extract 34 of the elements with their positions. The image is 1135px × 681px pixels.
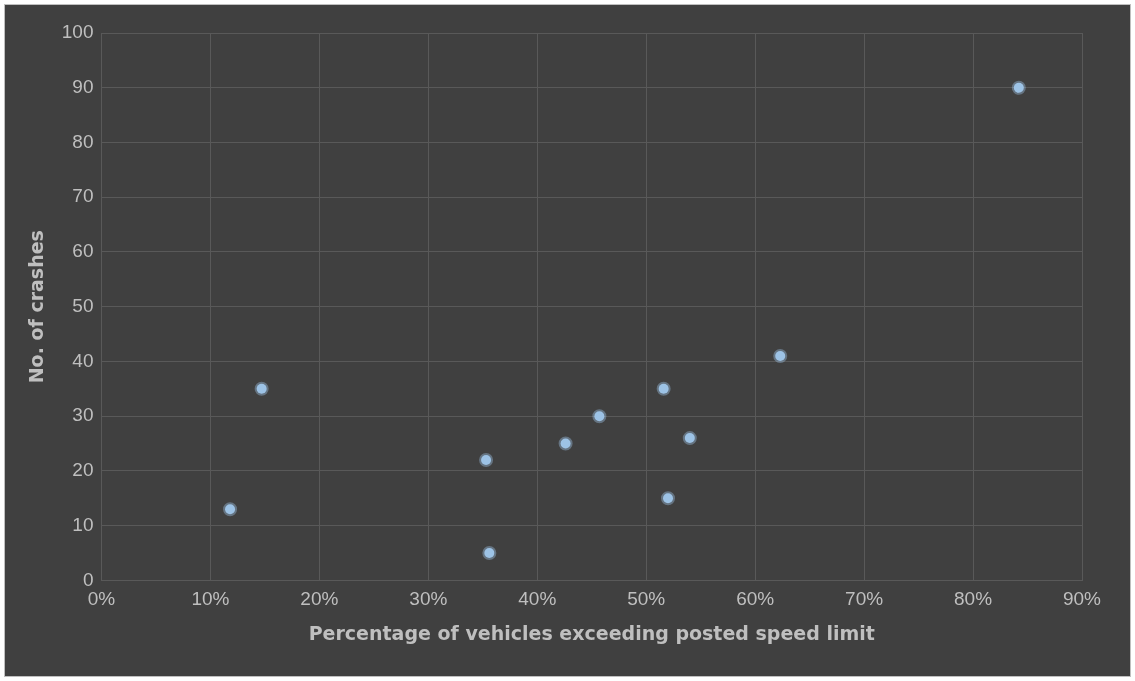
x-tick-label: 60% (736, 588, 775, 610)
y-tick-label: 100 (61, 21, 94, 43)
point (682, 431, 697, 446)
x-tick-label: 30% (409, 588, 448, 610)
point (592, 409, 607, 424)
y-tick-label: 20 (72, 459, 94, 481)
y-tick-label: 0 (82, 568, 94, 590)
y-tick-label: 90 (72, 75, 94, 97)
y-tick-label: 30 (72, 404, 94, 426)
point (223, 502, 238, 517)
x-tick-label: 10% (191, 588, 230, 610)
point (656, 381, 671, 396)
point (482, 546, 497, 561)
point (479, 452, 494, 467)
y-axis-title: No. of crashes (25, 230, 48, 384)
y-tick-label: 60 (72, 240, 94, 262)
x-tick-label: 0% (87, 588, 116, 610)
point (558, 436, 573, 451)
x-axis-title: Percentage of vehicles exceeding posted speed limit (308, 621, 875, 644)
point (1011, 80, 1026, 95)
y-tick-label: 40 (72, 349, 94, 371)
y-tick-label: 10 (72, 513, 94, 535)
point (661, 491, 676, 506)
y-tick-label: 50 (72, 294, 94, 316)
x-tick-label: 20% (300, 588, 339, 610)
point (254, 381, 269, 396)
x-tick-label: 90% (1062, 588, 1102, 610)
x-tick-label: 70% (845, 588, 884, 610)
y-tick-label: 70 (72, 185, 94, 207)
y-tick-label: 80 (72, 130, 94, 152)
x-tick-label: 40% (518, 588, 557, 610)
x-tick-label: 50% (627, 588, 666, 610)
x-tick-label: 80% (954, 588, 993, 610)
point (773, 348, 788, 363)
